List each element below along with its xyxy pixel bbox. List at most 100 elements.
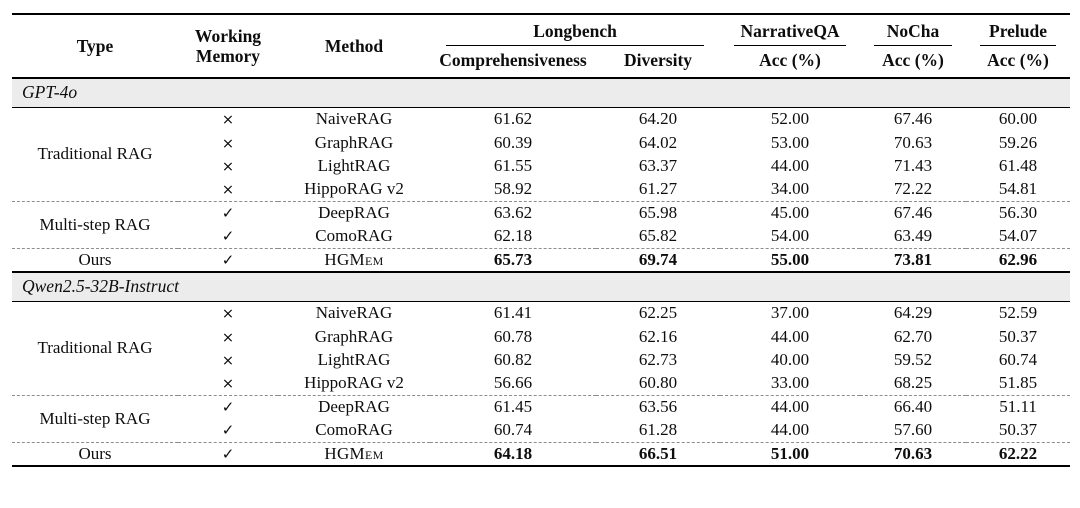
table-row: Traditional RAG × NaiveRAG 61.62 64.20 52.00 6… [12, 108, 1070, 164]
value-cell: 64.02 [638, 132, 678, 152]
value-cell: 54.00 [770, 226, 810, 246]
value-cell: 64.20 [638, 109, 678, 129]
value-cell: 66.51 [596, 442, 721, 468]
value-cell: 51.00 [720, 442, 861, 468]
method-cell: DeepRAG [278, 201, 430, 226]
value-cell: 51.85 [998, 373, 1038, 393]
value-cell: 62.18 [493, 226, 533, 246]
table-row: × HippoRAG v2 56.66 60.80 33.00 68.25 51.85 [12, 372, 1070, 396]
table-row: × LightRAG 60.82 62.73 40.00 59.52 60.74 [12, 349, 1070, 373]
model-section-label: GPT-4o [12, 78, 1071, 109]
col-group-narrativeqa: NarrativeQA [720, 14, 860, 47]
value-cell: 67.46 [893, 109, 933, 129]
value-cell: 62.96 [966, 248, 1071, 274]
col-subheader-prelude-acc: Acc (%) [987, 50, 1049, 71]
method-cell: LightRAG [317, 350, 391, 370]
value-cell: 57.60 [893, 420, 933, 440]
working-memory-cell: × [178, 349, 278, 373]
value-cell: 50.37 [998, 326, 1038, 346]
value-cell: 54.81 [998, 179, 1038, 199]
working-memory-cell: × [178, 372, 278, 396]
value-cell: 60.80 [638, 373, 678, 393]
cross-icon: × [221, 376, 235, 393]
method-cell: HGMem [278, 248, 430, 274]
working-memory-cell: ✓ [178, 395, 278, 420]
value-cell: 71.43 [893, 156, 933, 176]
value-cell: 60.74 [493, 420, 533, 440]
value-cell: 64.18 [430, 442, 596, 468]
type-cell: Ours [12, 248, 178, 274]
model-section-row: GPT-4o [12, 78, 1071, 109]
value-cell: 68.25 [893, 373, 933, 393]
table-row: × HippoRAG v2 58.92 61.27 34.00 72.22 54.81 [12, 178, 1070, 202]
model-section-label: Qwen2.5-32B-Instruct [12, 272, 1071, 303]
working-memory-cell: × [178, 178, 278, 202]
value-cell: 61.62 [493, 109, 533, 129]
method-cell: NaiveRAG [315, 109, 393, 129]
value-cell: 33.00 [770, 373, 810, 393]
method-cell: HippoRAG v2 [304, 179, 404, 199]
value-cell: 51.11 [966, 395, 1071, 420]
cross-icon: × [221, 182, 235, 199]
value-cell: 56.30 [966, 201, 1071, 226]
cross-icon: × [221, 329, 235, 346]
table-row: ✓ ComoRAG 60.74 61.28 44.00 57.60 50.37 [12, 419, 1070, 443]
check-icon: ✓ [221, 421, 235, 440]
method-cell: NaiveRAG [315, 303, 393, 323]
cross-icon: × [221, 135, 235, 152]
method-cell: LightRAG [317, 156, 391, 176]
col-subheader-diversity: Diversity [623, 50, 693, 71]
value-cell: 40.00 [770, 350, 810, 370]
value-cell: 59.26 [998, 132, 1038, 152]
working-memory-cell: ✓ [178, 225, 278, 249]
working-memory-cell: ✓ [178, 201, 278, 226]
working-memory-cell: ✓ [178, 419, 278, 443]
col-group-narrativeqa-label: NarrativeQA [734, 21, 847, 47]
cross-icon: × [221, 112, 235, 129]
value-cell: 62.16 [638, 326, 678, 346]
value-cell: 60.78 [493, 326, 533, 346]
results-table: Type Working Memory Method Longbench Nar… [12, 13, 1071, 468]
working-memory-cell: × [178, 302, 278, 326]
col-group-nocha: NoCha [860, 14, 966, 47]
value-cell: 59.52 [893, 350, 933, 370]
value-cell: 61.48 [998, 156, 1038, 176]
value-cell: 70.63 [860, 442, 967, 468]
value-cell: 65.82 [638, 226, 678, 246]
value-cell: 62.70 [893, 326, 933, 346]
cross-icon: × [221, 306, 235, 323]
method-cell: ComoRAG [315, 226, 393, 246]
value-cell: 67.46 [860, 201, 967, 226]
value-cell: 62.22 [966, 442, 1071, 468]
value-cell: 61.55 [493, 156, 533, 176]
col-header-type: Type [76, 36, 114, 57]
table-row: Traditional RAG × NaiveRAG 61.41 62.25 37.00 6… [12, 302, 1070, 358]
value-cell: 60.74 [998, 350, 1038, 370]
value-cell: 52.00 [770, 109, 810, 129]
value-cell: 65.98 [596, 201, 721, 226]
col-subheader-comprehensiveness: Comprehensiveness [439, 50, 587, 71]
results-table-container: Type Working Memory Method Longbench Nar… [12, 13, 1071, 468]
check-icon: ✓ [221, 398, 235, 417]
table-row: Ours ✓ HGMem 64.18 66.51 51.00 70.63 62.22 [12, 442, 1071, 468]
col-subheader-nocha-acc: Acc (%) [882, 50, 944, 71]
col-group-longbench: Longbench [430, 14, 720, 47]
col-header-working-memory-line1: Working [194, 26, 262, 46]
table-row: × LightRAG 61.55 63.37 44.00 71.43 61.48 [12, 155, 1070, 179]
value-cell: 63.49 [893, 226, 933, 246]
value-cell: 60.82 [493, 350, 533, 370]
table-row: × GraphRAG 60.78 62.16 44.00 62.70 50.37 [12, 325, 1070, 349]
col-group-nocha-label: NoCha [874, 21, 953, 47]
table-row: Multi-step RAG ✓ DeepRAG 63.62 65.98 45.00 67.… [12, 201, 1071, 249]
method-cell: HGMem [278, 442, 430, 468]
value-cell: 44.00 [770, 326, 810, 346]
cross-icon: × [221, 353, 235, 370]
value-cell: 73.81 [860, 248, 967, 274]
type-cell: Multi-step RAG [12, 395, 178, 443]
value-cell: 56.66 [493, 373, 533, 393]
value-cell: 44.00 [770, 156, 810, 176]
value-cell: 52.59 [998, 303, 1038, 323]
value-cell: 45.00 [720, 201, 861, 226]
working-memory-cell: ✓ [178, 442, 278, 468]
